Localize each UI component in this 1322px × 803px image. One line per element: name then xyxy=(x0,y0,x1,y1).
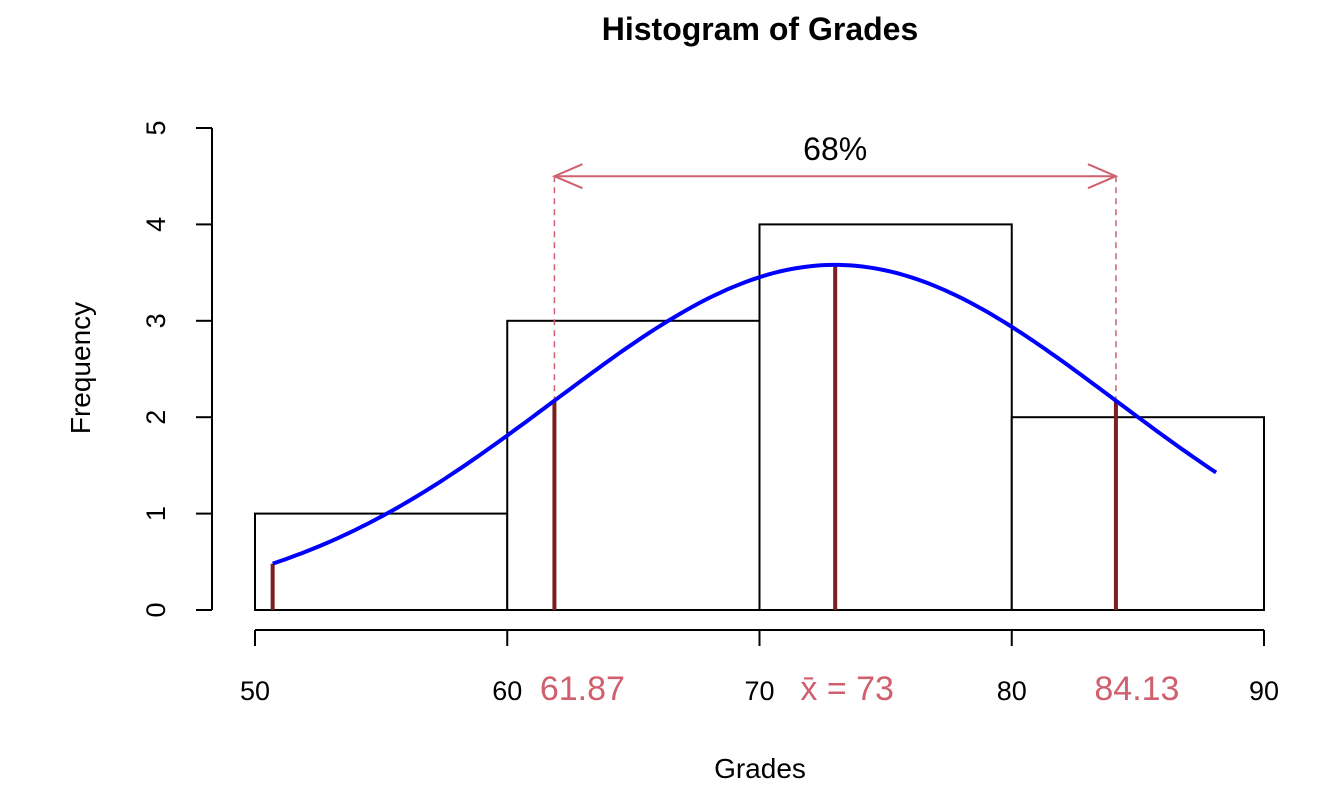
x-axis-label: Grades xyxy=(714,753,806,784)
histogram-bar xyxy=(1010,416,1265,612)
plot-layer: 0 1 2 3 4 5 50 60 70 80 90 68% 61.87 x̄ = 73 84.13 xyxy=(141,120,1279,708)
x-tick-label: 80 xyxy=(997,676,1027,706)
sd-low-label: 61.87 xyxy=(540,670,625,708)
y-tick-label: 0 xyxy=(141,602,171,617)
y-tick-label: 5 xyxy=(141,120,171,135)
y-tick-label: 3 xyxy=(141,313,171,328)
y-tick-label: 1 xyxy=(141,506,171,521)
sd-high-label: 84.13 xyxy=(1094,670,1179,708)
x-tick-label: 70 xyxy=(744,676,774,706)
chart-title: Histogram of Grades xyxy=(602,11,919,47)
histogram-bar xyxy=(506,319,761,611)
y-axis-label: Frequency xyxy=(65,302,96,434)
histogram-bar xyxy=(758,223,1013,611)
normal-curve-line xyxy=(272,262,1218,566)
bracket-arrow-right xyxy=(1087,163,1119,190)
mean-label: x̄ = 73 xyxy=(800,670,894,708)
y-tick-label: 4 xyxy=(141,217,171,232)
x-tick-label: 60 xyxy=(492,676,522,706)
x-tick-label: 90 xyxy=(1249,676,1279,706)
bracket-label: 68% xyxy=(803,131,867,167)
histogram-bar xyxy=(254,512,509,611)
y-tick-label: 2 xyxy=(141,410,171,425)
bracket-arrow-left xyxy=(551,163,583,190)
x-tick-label: 50 xyxy=(240,676,270,706)
